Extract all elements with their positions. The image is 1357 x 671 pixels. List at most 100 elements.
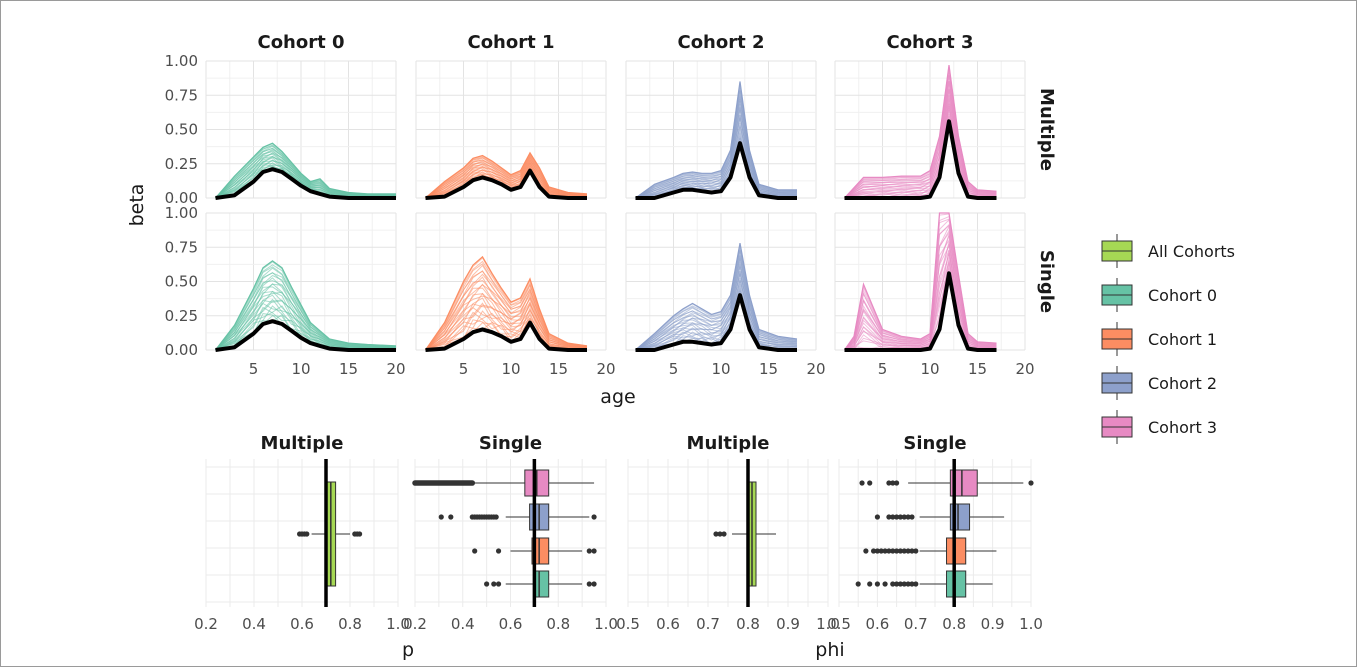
posterior-draw-line xyxy=(844,235,997,351)
panel-multiple-0: 0.00 0.25 0.50 0.75 1.00 xyxy=(165,52,397,207)
mean-beta-line xyxy=(215,319,396,352)
box-cohort-1 xyxy=(472,537,597,565)
x-tick-label: 10 xyxy=(291,360,310,378)
outlier-point xyxy=(909,514,915,520)
box-iqr xyxy=(533,570,550,598)
legend-item-cohort-2: Cohort 2 xyxy=(1101,366,1217,400)
x-tick-label: 0.8 xyxy=(546,615,570,633)
x-tick-label: 0.9 xyxy=(981,615,1005,633)
outlier-point xyxy=(886,480,892,486)
boxplot-panel-phi-single: Single 0.5 0.6 0.7 0.8 0.9 1.0 xyxy=(827,433,1043,633)
y-tick-label: 0.00 xyxy=(165,189,198,207)
legend-label: Cohort 3 xyxy=(1148,418,1217,437)
outlier-point xyxy=(713,531,719,537)
outlier-point xyxy=(586,548,592,554)
outlier-point xyxy=(894,581,900,587)
x-tick-label: 0.2 xyxy=(403,615,427,633)
x-tick-label: 20 xyxy=(386,360,405,378)
posterior-draw-line xyxy=(844,257,997,351)
x-axis-label-age: age xyxy=(600,386,635,408)
y-tick-label: 0.75 xyxy=(165,86,198,104)
mean-beta-line xyxy=(635,141,797,200)
x-tick-label: 5 xyxy=(249,360,259,378)
outlier-point xyxy=(721,531,727,537)
outlier-point xyxy=(493,514,499,520)
panel-single-2: 5 10 15 20 xyxy=(625,212,826,378)
legend-label: Cohort 0 xyxy=(1148,286,1217,305)
outlier-point xyxy=(905,548,911,554)
posterior-draw-line xyxy=(844,260,997,351)
legend-item-cohort-3: Cohort 3 xyxy=(1101,410,1217,444)
x-tick-label: 0.4 xyxy=(242,615,266,633)
posterior-draw-line xyxy=(844,81,997,199)
mean-beta-line xyxy=(425,320,587,352)
beta-age-facet-grid: Cohort 0 Cohort 1 Cohort 2 Cohort 3 Multiple… xyxy=(165,32,1057,378)
legend-item-cohort-0: Cohort 0 xyxy=(1101,278,1217,312)
legend-item-all-cohorts: All Cohorts xyxy=(1101,234,1235,268)
outlier-point xyxy=(878,548,884,554)
box-iqr xyxy=(946,570,967,598)
x-tick-label: 5 xyxy=(459,360,469,378)
outlier-point xyxy=(886,548,892,554)
panel-single-1: 5 10 15 20 xyxy=(415,212,616,378)
outlier-point xyxy=(591,581,597,587)
x-tick-label: 0.5 xyxy=(616,615,640,633)
posterior-draw-line xyxy=(844,229,997,351)
outlier-point xyxy=(438,514,444,520)
outlier-point xyxy=(874,548,881,554)
outlier-point xyxy=(905,514,911,520)
outlier-point xyxy=(855,581,861,587)
outlier-point xyxy=(586,581,592,587)
x-tick-label: 0.6 xyxy=(499,615,523,633)
outlier-point xyxy=(882,548,888,554)
strip-multiple: Multiple xyxy=(261,433,344,454)
x-tick-label: 1.0 xyxy=(386,615,410,633)
legend-label: All Cohorts xyxy=(1148,242,1235,261)
outlier-point xyxy=(472,548,478,554)
strip-cohort-2: Cohort 2 xyxy=(677,32,764,53)
outlier-point xyxy=(890,480,896,486)
outlier-point xyxy=(448,514,454,520)
x-tick-label: 10 xyxy=(501,360,520,378)
box-cohort-1 xyxy=(863,537,997,565)
posterior-envelope-line xyxy=(635,81,797,199)
x-tick-label: 0.2 xyxy=(194,615,218,633)
posterior-envelope-line xyxy=(844,65,997,199)
posterior-draw-line xyxy=(844,89,997,199)
posterior-envelope-line xyxy=(215,260,397,351)
x-tick-label: 0.7 xyxy=(904,615,928,633)
outlier-point xyxy=(905,581,911,587)
mean-beta-line xyxy=(635,293,797,352)
x-tick-label: 0.8 xyxy=(736,615,760,633)
outlier-point xyxy=(890,581,896,587)
outlier-point xyxy=(897,581,904,587)
posterior-envelope-line xyxy=(425,151,588,199)
strip-cohort-1: Cohort 1 xyxy=(467,32,554,53)
x-tick-label: 20 xyxy=(596,360,615,378)
x-axis-label-p: p xyxy=(402,639,414,661)
mean-beta-line xyxy=(215,167,396,200)
outlier-point xyxy=(867,581,873,587)
strip-multiple: Multiple xyxy=(687,433,770,454)
outlier-point xyxy=(304,531,310,537)
x-tick-label: 0.6 xyxy=(290,615,314,633)
outlier-point xyxy=(717,531,723,537)
x-tick-label: 10 xyxy=(711,360,730,378)
y-tick-label: 0.75 xyxy=(165,238,198,256)
outlier-point xyxy=(859,480,865,486)
strip-single: Single xyxy=(479,433,542,454)
outlier-point xyxy=(890,514,896,520)
outlier-point xyxy=(1028,480,1034,486)
x-tick-label: 0.8 xyxy=(338,615,362,633)
mean-beta-line xyxy=(844,119,997,200)
x-tick-label: 15 xyxy=(968,360,987,378)
legend-item-cohort-1: Cohort 1 xyxy=(1101,322,1217,356)
outlier-point xyxy=(874,581,881,587)
box-iqr xyxy=(946,537,967,565)
strip-cohort-3: Cohort 3 xyxy=(886,32,973,53)
outlier-point xyxy=(591,514,597,520)
x-tick-label: 0.9 xyxy=(776,615,800,633)
legend-label: Cohort 2 xyxy=(1148,374,1217,393)
panel-single-3: 5 10 15 20 xyxy=(834,212,1035,378)
